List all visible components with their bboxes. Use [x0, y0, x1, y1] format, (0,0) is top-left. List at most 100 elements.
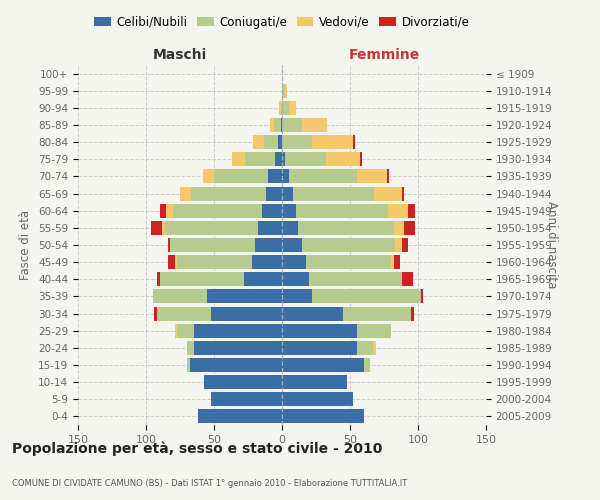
- Bar: [262, 204, 282, 218]
- Legend: Celibi/Nubili, Coniugati/e, Vedovi/e, Divorziati/e: Celibi/Nubili, Coniugati/e, Vedovi/e, Di…: [89, 11, 475, 34]
- Bar: [253, 135, 265, 149]
- Bar: [194, 341, 282, 355]
- Bar: [285, 84, 287, 98]
- Bar: [175, 255, 177, 269]
- Bar: [205, 375, 282, 389]
- Bar: [154, 306, 157, 320]
- Bar: [187, 358, 190, 372]
- Bar: [309, 272, 401, 286]
- Bar: [411, 306, 414, 320]
- Text: Popolazione per età, sesso e stato civile - 2010: Popolazione per età, sesso e stato civil…: [12, 441, 382, 456]
- Bar: [395, 238, 401, 252]
- Bar: [285, 152, 326, 166]
- Bar: [282, 135, 312, 149]
- Bar: [282, 375, 347, 389]
- Bar: [268, 170, 282, 183]
- Bar: [394, 221, 404, 235]
- Bar: [281, 101, 282, 115]
- Bar: [270, 118, 274, 132]
- Bar: [252, 255, 282, 269]
- Bar: [282, 221, 298, 235]
- Bar: [245, 152, 275, 166]
- Bar: [289, 170, 357, 183]
- Bar: [404, 221, 415, 235]
- Bar: [282, 204, 296, 218]
- Bar: [394, 255, 400, 269]
- Bar: [177, 324, 194, 338]
- Bar: [387, 170, 389, 183]
- Bar: [157, 306, 211, 320]
- Bar: [282, 186, 293, 200]
- Bar: [326, 152, 359, 166]
- Text: Maschi: Maschi: [153, 48, 207, 62]
- Text: Femmine: Femmine: [349, 48, 419, 62]
- Bar: [282, 255, 307, 269]
- Bar: [353, 135, 355, 149]
- Bar: [265, 135, 278, 149]
- Bar: [151, 221, 163, 235]
- Bar: [388, 204, 409, 218]
- Text: COMUNE DI CIVIDATE CAMUNO (BS) - Dati ISTAT 1° gennaio 2010 - Elaborazione TUTTI: COMUNE DI CIVIDATE CAMUNO (BS) - Dati IS…: [12, 479, 407, 488]
- Bar: [364, 358, 370, 372]
- Bar: [421, 290, 424, 304]
- Bar: [357, 341, 373, 355]
- Bar: [302, 118, 327, 132]
- Bar: [278, 135, 282, 149]
- Bar: [409, 204, 415, 218]
- Bar: [160, 204, 166, 218]
- Bar: [266, 186, 282, 200]
- Bar: [207, 290, 282, 304]
- Bar: [359, 152, 362, 166]
- Bar: [289, 101, 296, 115]
- Bar: [282, 170, 289, 183]
- Bar: [160, 272, 244, 286]
- Bar: [282, 392, 353, 406]
- Bar: [180, 186, 191, 200]
- Bar: [282, 118, 302, 132]
- Bar: [282, 101, 289, 115]
- Bar: [296, 204, 388, 218]
- Bar: [391, 255, 394, 269]
- Bar: [282, 410, 364, 424]
- Bar: [282, 306, 343, 320]
- Bar: [190, 358, 282, 372]
- Bar: [187, 341, 194, 355]
- Bar: [307, 255, 391, 269]
- Bar: [357, 324, 391, 338]
- Bar: [232, 152, 245, 166]
- Bar: [255, 238, 282, 252]
- Bar: [373, 341, 376, 355]
- Bar: [194, 324, 282, 338]
- Bar: [275, 152, 282, 166]
- Bar: [203, 170, 214, 183]
- Bar: [197, 410, 282, 424]
- Bar: [177, 255, 252, 269]
- Bar: [312, 135, 353, 149]
- Bar: [279, 101, 281, 115]
- Bar: [293, 186, 374, 200]
- Bar: [401, 272, 413, 286]
- Y-axis label: Fasce di età: Fasce di età: [19, 210, 32, 280]
- Bar: [282, 152, 285, 166]
- Bar: [163, 221, 165, 235]
- Bar: [282, 84, 285, 98]
- Bar: [175, 324, 177, 338]
- Bar: [282, 341, 357, 355]
- Bar: [401, 238, 409, 252]
- Bar: [282, 272, 309, 286]
- Bar: [282, 358, 364, 372]
- Bar: [191, 186, 266, 200]
- Bar: [282, 238, 302, 252]
- Bar: [274, 118, 281, 132]
- Bar: [166, 204, 173, 218]
- Bar: [401, 186, 404, 200]
- Bar: [165, 221, 257, 235]
- Bar: [282, 324, 357, 338]
- Bar: [157, 272, 160, 286]
- Y-axis label: Anni di nascita: Anni di nascita: [545, 202, 558, 288]
- Bar: [343, 306, 411, 320]
- Bar: [211, 392, 282, 406]
- Bar: [244, 272, 282, 286]
- Bar: [282, 290, 312, 304]
- Bar: [357, 170, 387, 183]
